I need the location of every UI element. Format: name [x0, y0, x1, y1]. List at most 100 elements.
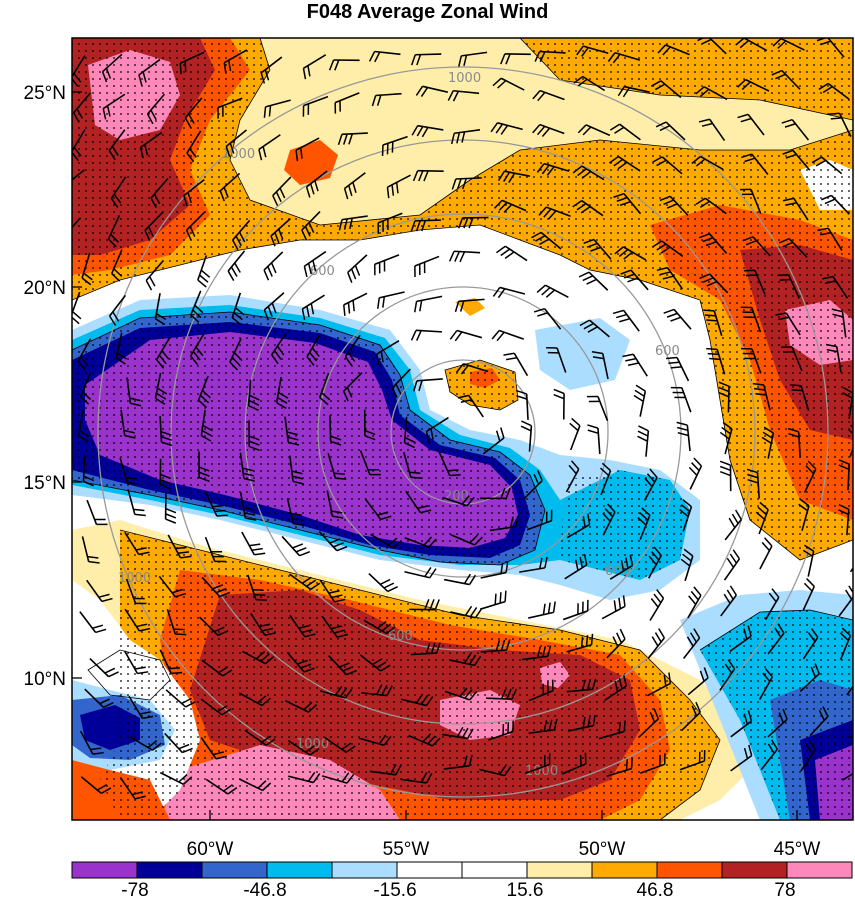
wind-barb-flag: [456, 726, 464, 738]
wind-barb-flag: [303, 266, 308, 278]
wind-barb-flag: [127, 482, 139, 485]
wind-barb-flag: [427, 735, 436, 745]
wind-barb-flag: [546, 166, 555, 176]
wind-barb-flag: [777, 623, 785, 634]
wind-barb-flag: [219, 190, 225, 202]
wind-barb-flag: [415, 693, 424, 704]
wind-barb-flag: [347, 351, 356, 362]
wind-barb-flag: [803, 582, 813, 592]
wind-barb-flag: [538, 206, 547, 216]
wind-barb-flag: [743, 713, 749, 725]
wind-barb-flag: [582, 516, 586, 528]
wind-barb-flag: [468, 654, 477, 665]
wind-barb-flag: [436, 642, 441, 654]
wind-barb-flag: [775, 312, 787, 316]
wind-barb-flag: [811, 156, 823, 164]
wind-barb-flag: [103, 702, 114, 708]
wind-barb-flag: [662, 275, 674, 280]
wind-barb: [318, 531, 338, 552]
wind-barb-flag: [718, 381, 730, 388]
wind-barb: [426, 416, 449, 433]
wind-barb-flag: [463, 755, 468, 767]
wind-barb-flag: [158, 354, 167, 365]
wind-barb-flag: [346, 669, 357, 676]
wind-barb: [767, 718, 788, 738]
wind-barb: [227, 250, 246, 272]
wind-barb-flag: [537, 91, 546, 102]
wind-barb: [647, 682, 671, 697]
wind-barb-flag: [838, 503, 850, 510]
wind-barb: [120, 409, 126, 436]
wind-barb-flag: [171, 671, 183, 675]
wind-barb: [403, 452, 412, 478]
wind-barb-flag: [377, 620, 387, 629]
wind-barb-flag: [168, 667, 180, 670]
wind-barb-flag: [212, 751, 225, 756]
wind-barb: [585, 124, 611, 137]
wind-barb-flag: [763, 426, 774, 434]
wind-barb-flag: [702, 237, 714, 243]
wind-barb: [343, 292, 368, 306]
wind-barb-flag: [223, 784, 233, 792]
wind-barb: [581, 200, 604, 217]
wind-barb: [499, 286, 526, 295]
wind-barb-flag: [92, 751, 104, 755]
wind-barb-flag: [553, 393, 565, 400]
wind-barb-flag: [165, 507, 177, 514]
wind-barb-flag: [461, 131, 466, 143]
wind-barb-flag: [157, 387, 168, 395]
wind-barb-flag: [308, 222, 315, 233]
wind-barb-flag: [352, 181, 357, 193]
wind-barb-flag: [386, 626, 396, 635]
wind-barb-flag: [331, 594, 343, 599]
wind-barb: [669, 195, 689, 216]
wind-barb-flag: [737, 79, 747, 88]
wind-barb: [401, 698, 427, 707]
wind-barb-flag: [500, 562, 504, 574]
wind-barb-flag: [270, 235, 276, 247]
wind-barb-flag: [619, 628, 626, 640]
wind-barb-flag: [72, 241, 73, 244]
wind-barb-flag: [150, 197, 157, 209]
wind-barb-flag: [233, 352, 243, 362]
wind-barb: [123, 650, 139, 674]
wind-barb-flag: [138, 74, 143, 86]
wind-barb-flag: [420, 694, 429, 705]
wind-barb-flag: [336, 633, 349, 638]
wind-barb-flag: [301, 576, 312, 584]
wind-barb-flag: [109, 315, 117, 326]
wind-barb-flag: [344, 688, 353, 699]
wind-barb: [802, 586, 816, 611]
wind-barb-flag: [841, 627, 851, 637]
wind-barb-flag: [376, 684, 383, 695]
ring-label-8: 1000: [118, 571, 151, 586]
wind-barb-flag: [743, 628, 748, 640]
wind-barb: [793, 197, 809, 221]
wind-barb-flag: [638, 425, 649, 432]
wind-barb-flag: [243, 472, 255, 477]
wind-barb-flag: [417, 505, 429, 510]
wind-barb-flag: [312, 260, 317, 272]
wind-barb-flag: [726, 589, 734, 600]
wind-barb-flag: [251, 547, 263, 551]
wind-barb-flag: [505, 487, 511, 499]
wind-barb: [456, 329, 483, 339]
wind-barb: [758, 676, 774, 700]
wind-barb: [638, 718, 659, 738]
wind-barb-flag: [201, 389, 211, 399]
wind-barb-flag: [430, 642, 436, 654]
wind-barb-flag: [292, 543, 304, 549]
wind-barb-flag: [454, 301, 460, 313]
wind-barb: [146, 93, 166, 115]
wind-barb-flag: [644, 477, 653, 488]
wind-barb-flag: [452, 90, 460, 102]
wind-barb: [417, 169, 444, 173]
wind-barb: [582, 75, 606, 92]
wind-barb-flag: [178, 773, 188, 783]
wind-barb: [82, 455, 86, 482]
colorbar-swatch: [591, 861, 658, 879]
wind-barb-flag: [782, 197, 794, 202]
wind-barb-flag: [656, 243, 667, 251]
wind-barb: [752, 236, 771, 257]
wind-barb-flag: [234, 307, 245, 316]
